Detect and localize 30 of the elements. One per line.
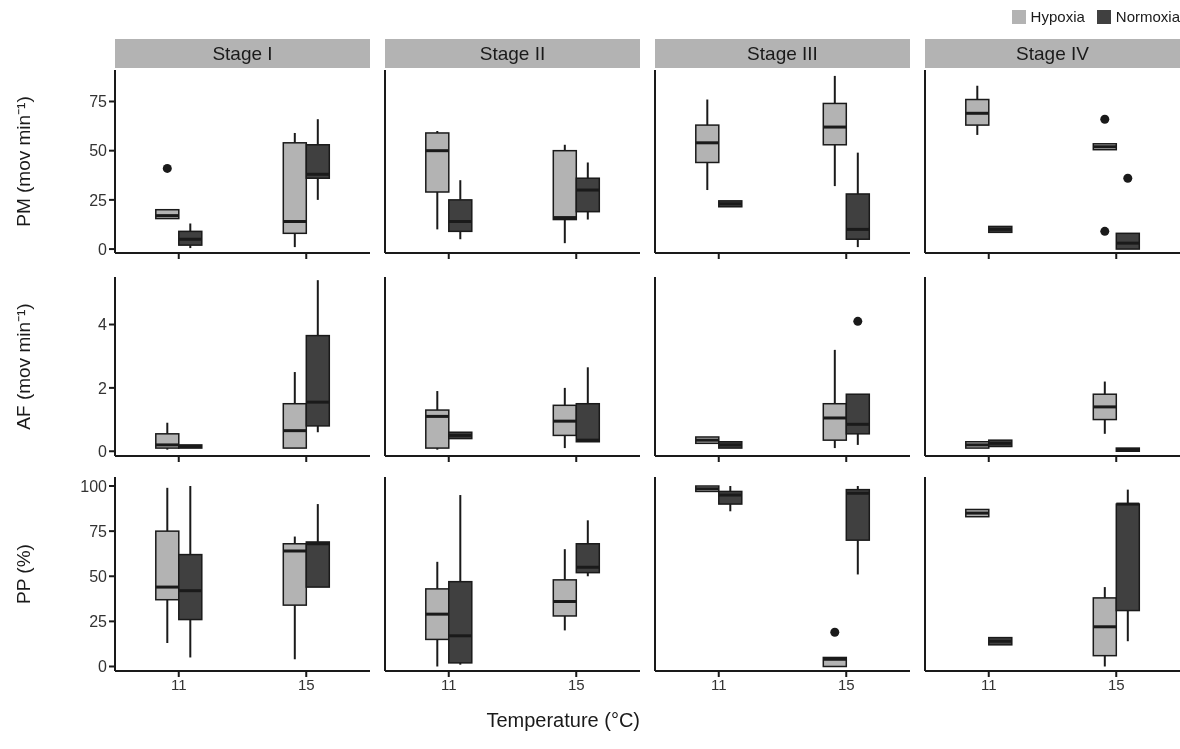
chart-title: Stage IV — [925, 39, 1180, 68]
x-tick-label: 11 — [980, 675, 997, 693]
x-tick-label: 11 — [440, 675, 457, 693]
y-tick-label: 100 — [80, 477, 108, 495]
x-tick-label: 15 — [837, 675, 855, 693]
legend-label: Normoxia — [1114, 8, 1180, 25]
y-tick-label: 75 — [89, 522, 108, 540]
y-tick-label: 50 — [89, 567, 108, 585]
y-tick-label: 0 — [98, 240, 108, 258]
chart-title: Stage III — [655, 39, 910, 68]
x-tick-label: 11 — [710, 675, 727, 693]
chart-title: Stage II — [385, 39, 640, 68]
y-tick-label: 4 — [98, 316, 108, 334]
y-tick-label: 0 — [98, 442, 108, 460]
x-tick-label: 11 — [170, 675, 187, 693]
y-tick-label: 75 — [89, 93, 108, 111]
y-axis-title: PP (%) — [12, 544, 34, 604]
y-tick-label: 2 — [98, 379, 108, 397]
y-tick-label: 0 — [98, 658, 108, 676]
x-axis-title: Temperature (°C) — [485, 709, 640, 732]
y-axis-title: AF (mov min⁻¹) — [12, 303, 34, 430]
y-tick-label: 25 — [89, 191, 108, 209]
legend-label: Hypoxia — [1029, 8, 1085, 25]
chart-title: Stage I — [115, 39, 370, 68]
x-tick-label: 15 — [1107, 675, 1125, 693]
x-tick-label: 15 — [297, 675, 315, 693]
y-tick-label: 25 — [89, 613, 108, 631]
y-axis-title: PM (mov min⁻¹) — [12, 96, 34, 227]
y-tick-label: 50 — [89, 142, 108, 160]
x-tick-label: 15 — [567, 675, 585, 693]
